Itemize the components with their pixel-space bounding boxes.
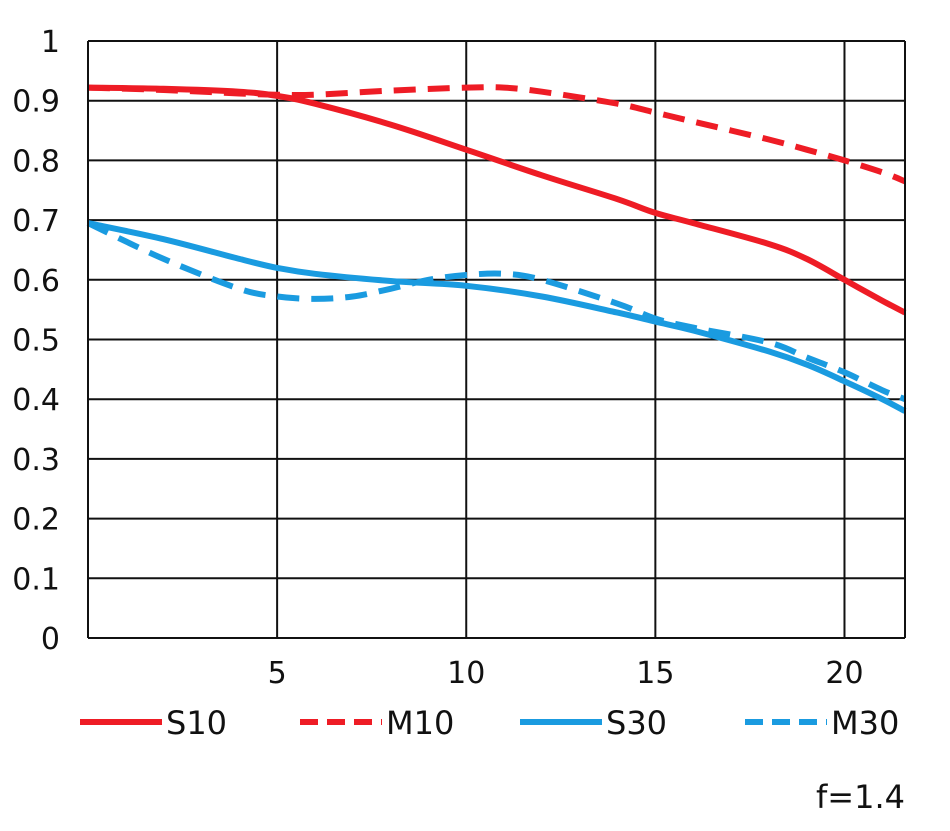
series-line-m10: [87, 84, 907, 185]
legend: S10 M10 S30 M30: [80, 704, 899, 742]
y-tick-label: 0.4: [12, 383, 60, 418]
y-tick-label: 0.3: [12, 443, 60, 478]
aperture-annotation: f=1.4: [816, 778, 905, 816]
y-tick-label: 0.7: [12, 204, 60, 239]
legend-label-m30: M30: [831, 704, 899, 742]
series-line-s10: [87, 84, 907, 316]
legend-label-m10: M10: [386, 704, 454, 742]
plot-frame: [87, 41, 906, 638]
x-tick-label: 15: [636, 656, 674, 691]
series-line-s30: [87, 220, 907, 414]
y-tick-label: 0.5: [12, 324, 60, 359]
x-tick-label: 10: [447, 656, 485, 691]
series-lines: [86, 84, 907, 414]
series-line-m30: [86, 220, 907, 402]
x-tick-label: 20: [825, 656, 863, 691]
y-tick-label: 0.1: [12, 562, 60, 597]
y-tick-label: 0.8: [12, 144, 60, 179]
y-tick-labels: 0 0.1 0.2 0.3 0.4 0.5 0.6 0.7 0.8 0.9 1: [12, 25, 60, 657]
y-tick-label: 0: [41, 622, 60, 657]
x-tick-label: 5: [268, 656, 287, 691]
y-tick-label: 1: [41, 25, 60, 60]
y-tick-label: 0.6: [12, 264, 60, 299]
legend-label-s10: S10: [166, 704, 227, 742]
legend-label-s30: S30: [606, 704, 667, 742]
y-tick-label: 0.2: [12, 503, 60, 538]
grid: [88, 40, 905, 639]
x-tick-labels: 5 10 15 20: [268, 656, 864, 691]
y-tick-label: 0.9: [12, 85, 60, 120]
